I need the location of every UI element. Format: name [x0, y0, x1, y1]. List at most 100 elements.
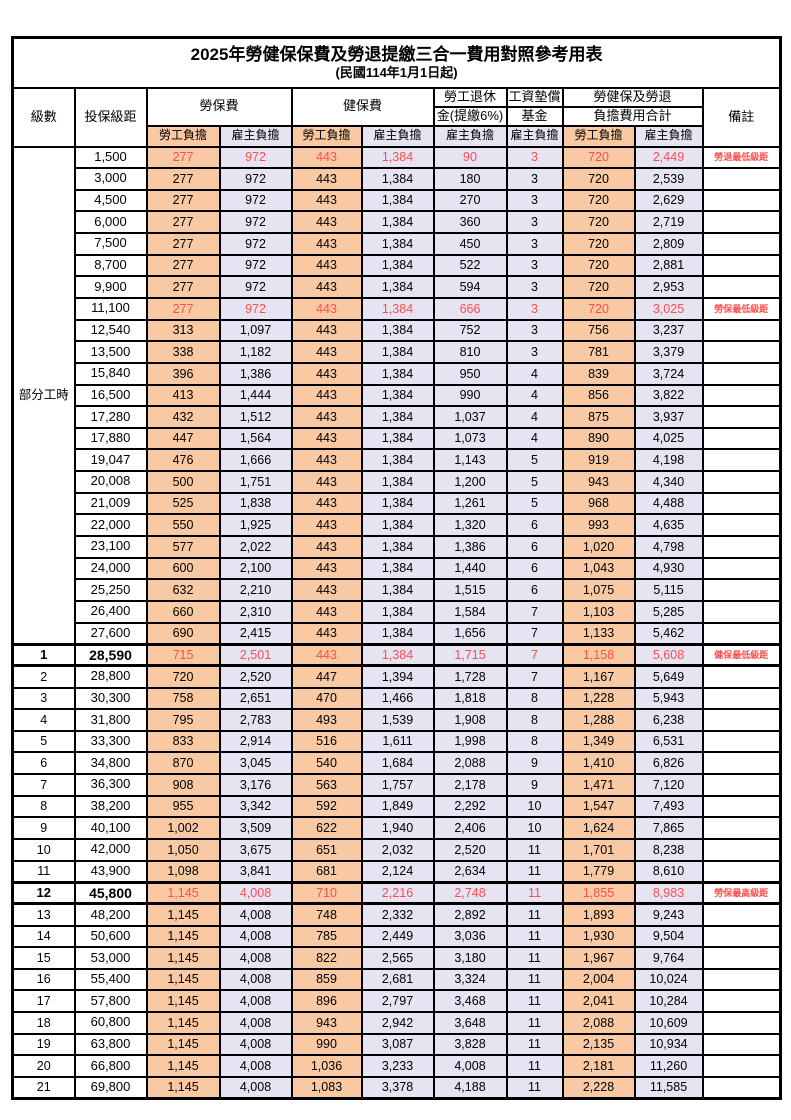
- value-cell-labor_er: 4,008: [218, 1032, 293, 1057]
- value-cell-health_emp: 443: [290, 210, 363, 235]
- value-cell-pension_er: 594: [432, 275, 508, 299]
- value-cell-pension_er: 1,320: [432, 513, 508, 538]
- remark-cell: [701, 708, 782, 732]
- table-row: 1 28,590 715 2,501 443 1,384 1,715 7 1,158 5,608 健…: [11, 642, 782, 668]
- bracket-cell: 31,800: [73, 708, 148, 732]
- value-cell-labor_er: 1,182: [218, 340, 293, 364]
- value-cell-pension_er: 4,188: [432, 1076, 508, 1100]
- value-cell-fund_er: 7: [505, 642, 564, 668]
- remark-cell: [701, 275, 782, 299]
- value-cell-pension_er: 3,324: [432, 967, 508, 992]
- table-row: 27,600 690 2,415 443 1,384 1,656 7 1,133 5,462: [13, 621, 782, 646]
- value-cell-total_emp: 1,228: [561, 686, 636, 711]
- value-cell-labor_emp: 1,145: [145, 1011, 221, 1035]
- remark-cell: [701, 535, 782, 559]
- table-row: 11,100 277 972 443 1,384 666 3 720 3,025 勞保最低級距: [13, 297, 782, 321]
- bracket-cell: 24,000: [73, 556, 148, 581]
- value-cell-labor_emp: 1,145: [145, 989, 221, 1014]
- value-cell-pension_er: 1,073: [432, 426, 508, 451]
- value-cell-labor_emp: 525: [145, 491, 221, 516]
- value-cell-labor_er: 3,841: [218, 859, 293, 884]
- value-cell-total_emp: 756: [561, 318, 636, 343]
- value-cell-labor_er: 972: [218, 210, 293, 235]
- value-cell-total_er: 6,826: [633, 751, 704, 776]
- value-cell-total_emp: 2,181: [561, 1054, 636, 1079]
- value-cell-health_emp: 470: [290, 686, 363, 711]
- value-cell-fund_er: 5: [505, 491, 564, 516]
- value-cell-health_er: 1,384: [360, 535, 435, 559]
- value-cell-health_emp: 443: [290, 448, 363, 473]
- value-cell-labor_emp: 660: [145, 599, 221, 624]
- value-cell-fund_er: 7: [505, 621, 564, 646]
- value-cell-health_er: 3,087: [360, 1032, 435, 1057]
- table-row: 19,047 476 1,666 443 1,384 1,143 5 919 4,198: [13, 448, 782, 473]
- table-row: 15 53,000 1,145 4,008 822 2,565 3,180 11 1,967 9,…: [11, 946, 782, 970]
- value-cell-health_er: 1,384: [360, 599, 435, 624]
- value-cell-labor_er: 1,838: [218, 491, 293, 516]
- value-cell-labor_emp: 1,145: [145, 1076, 221, 1100]
- level-cell: 2: [11, 664, 76, 689]
- value-cell-total_emp: 1,349: [561, 729, 636, 754]
- value-cell-pension_er: 360: [432, 210, 508, 235]
- page-title: 2025年勞健保保費及勞退提繳三合一費用對照參考用表: [190, 45, 603, 64]
- value-cell-health_emp: 443: [290, 145, 363, 170]
- value-cell-health_emp: 443: [290, 535, 363, 559]
- bracket-cell: 15,840: [73, 361, 148, 386]
- value-cell-total_emp: 856: [561, 383, 636, 408]
- value-cell-labor_emp: 396: [145, 361, 221, 386]
- value-cell-fund_er: 6: [505, 578, 564, 602]
- value-cell-labor_emp: 277: [145, 297, 221, 321]
- bracket-cell: 48,200: [73, 902, 148, 927]
- value-cell-health_emp: 540: [290, 751, 363, 776]
- col-header-level: 級數: [11, 86, 76, 148]
- value-cell-total_emp: 1,043: [561, 556, 636, 581]
- table-row: 7 36,300 908 3,176 563 1,757 2,178 9 1,471 7,120: [11, 773, 782, 797]
- table-row: 12,540 313 1,097 443 1,384 752 3 756 3,237: [13, 318, 782, 343]
- value-cell-total_er: 7,865: [633, 816, 704, 840]
- remark-cell: 勞保最低級距: [701, 297, 782, 321]
- value-cell-total_er: 3,822: [633, 383, 704, 408]
- value-cell-pension_er: 1,386: [432, 535, 508, 559]
- subheader-labor-employee: 勞工負擔: [145, 124, 221, 148]
- value-cell-health_er: 1,849: [360, 794, 435, 819]
- remark-cell: [701, 210, 782, 235]
- value-cell-total_emp: 1,893: [561, 902, 636, 927]
- level-cell: 14: [11, 924, 76, 949]
- remark-cell: [701, 1032, 782, 1057]
- value-cell-health_emp: 822: [290, 946, 363, 970]
- value-cell-health_emp: 990: [290, 1032, 363, 1057]
- value-cell-total_er: 4,198: [633, 448, 704, 473]
- value-cell-health_emp: 443: [290, 318, 363, 343]
- value-cell-fund_er: 11: [505, 924, 564, 949]
- value-cell-labor_er: 1,386: [218, 361, 293, 386]
- value-cell-total_emp: 1,167: [561, 664, 636, 689]
- value-cell-labor_er: 2,651: [218, 686, 293, 711]
- value-cell-labor_emp: 432: [145, 405, 221, 429]
- value-cell-labor_er: 972: [218, 275, 293, 299]
- value-cell-total_er: 2,539: [633, 167, 704, 191]
- value-cell-total_er: 8,610: [633, 859, 704, 884]
- value-cell-health_er: 1,394: [360, 664, 435, 689]
- table-row: 26,400 660 2,310 443 1,384 1,584 7 1,103 5,285: [13, 599, 782, 624]
- value-cell-total_emp: 1,624: [561, 816, 636, 840]
- value-cell-labor_emp: 413: [145, 383, 221, 408]
- value-cell-health_emp: 443: [290, 642, 363, 668]
- value-cell-labor_emp: 1,145: [145, 946, 221, 970]
- table-row: 20 66,800 1,145 4,008 1,036 3,233 4,008 11 2,181…: [11, 1054, 782, 1079]
- value-cell-health_er: 2,565: [360, 946, 435, 970]
- col-header-total-line2: 負擔費用合計: [561, 105, 704, 127]
- table-row: 21,009 525 1,838 443 1,384 1,261 5 968 4,488: [13, 491, 782, 516]
- value-cell-total_emp: 919: [561, 448, 636, 473]
- value-cell-total_emp: 720: [561, 210, 636, 235]
- value-cell-pension_er: 2,088: [432, 751, 508, 776]
- remark-cell: [701, 1054, 782, 1079]
- value-cell-health_er: 1,384: [360, 578, 435, 602]
- value-cell-fund_er: 11: [505, 1054, 564, 1079]
- value-cell-total_emp: 2,088: [561, 1011, 636, 1035]
- bracket-cell: 7,500: [73, 232, 148, 256]
- value-cell-health_emp: 859: [290, 967, 363, 992]
- bracket-cell: 1,500: [73, 145, 148, 170]
- value-cell-fund_er: 3: [505, 275, 564, 299]
- bracket-cell: 40,100: [73, 816, 148, 840]
- value-cell-labor_emp: 1,145: [145, 967, 221, 992]
